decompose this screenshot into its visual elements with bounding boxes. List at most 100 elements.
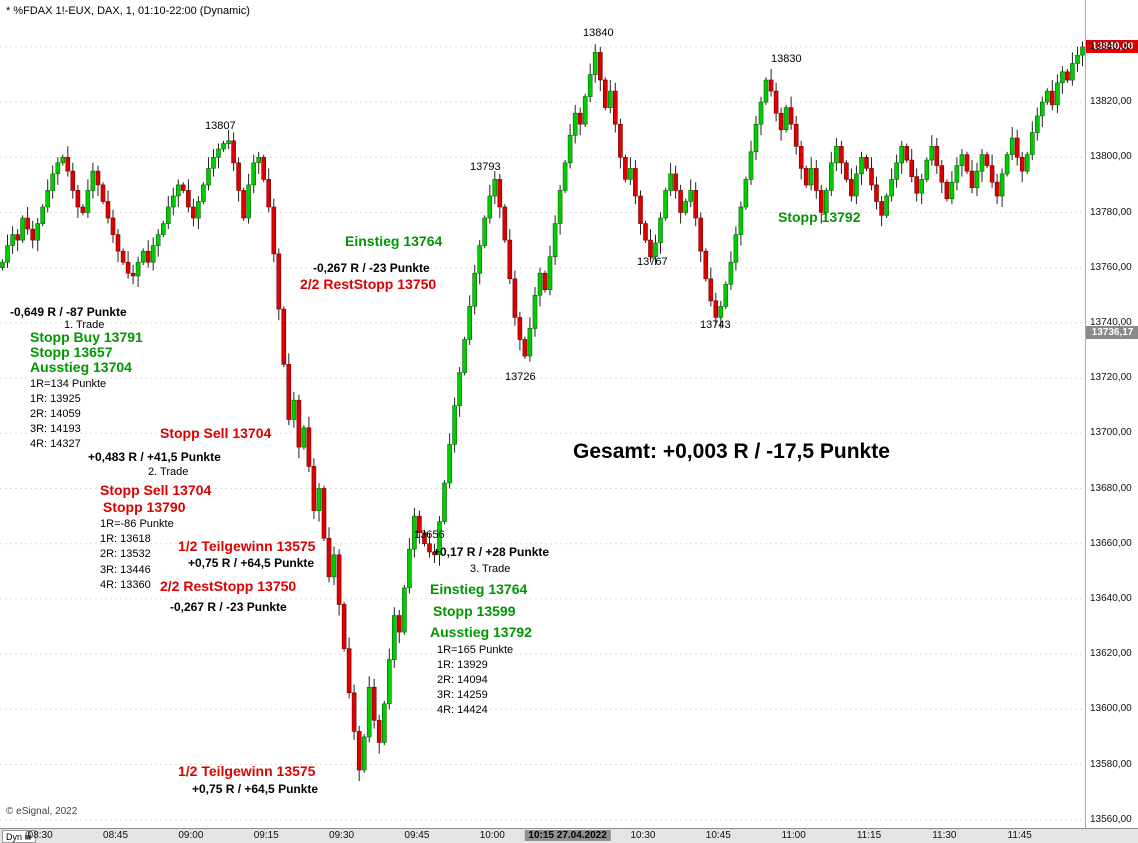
candlestick-chart[interactable] bbox=[0, 0, 1085, 828]
candle bbox=[125, 261, 131, 274]
time-axis-tick: 10:45 bbox=[705, 830, 731, 841]
candle bbox=[412, 515, 417, 550]
chart-title: * %FDAX 1!-EUX, DAX, 1, 01:10-22:00 (Dyn… bbox=[6, 5, 250, 17]
candle bbox=[487, 195, 493, 219]
candle bbox=[110, 217, 116, 235]
candle bbox=[567, 134, 573, 164]
lock-icon bbox=[24, 831, 32, 842]
candle bbox=[95, 170, 101, 186]
candle bbox=[120, 250, 126, 263]
candle bbox=[678, 190, 683, 213]
candle bbox=[1004, 154, 1010, 175]
candle bbox=[783, 107, 789, 130]
candle bbox=[859, 157, 864, 175]
candle bbox=[748, 151, 754, 180]
candle bbox=[5, 245, 10, 263]
time-axis[interactable]: Dyn 08:30 08:45 09:00 09:15 09:30 09:45 10:00 1… bbox=[0, 828, 1138, 843]
price-axis-label: 13580,00 bbox=[1090, 758, 1132, 770]
candle bbox=[452, 405, 457, 445]
candle bbox=[492, 179, 498, 197]
candle bbox=[211, 157, 216, 169]
candle bbox=[256, 157, 262, 164]
candle bbox=[236, 162, 241, 191]
candle bbox=[612, 90, 618, 125]
candle bbox=[65, 157, 71, 172]
candle bbox=[427, 543, 432, 553]
candle bbox=[768, 79, 774, 92]
time-axis-tick: 10:00 bbox=[479, 830, 505, 841]
candle bbox=[442, 482, 447, 522]
candle bbox=[10, 234, 15, 246]
candle bbox=[462, 339, 467, 373]
candle bbox=[251, 162, 256, 186]
time-axis-tick: 09:15 bbox=[253, 830, 279, 841]
candle bbox=[844, 162, 849, 180]
candle bbox=[618, 123, 623, 158]
candle bbox=[1009, 137, 1015, 155]
price-axis-label: 13720,00 bbox=[1090, 372, 1132, 384]
candle bbox=[80, 206, 86, 213]
price-axis-label: 13600,00 bbox=[1090, 703, 1132, 715]
candle bbox=[145, 250, 151, 263]
candle bbox=[105, 201, 111, 219]
candle bbox=[633, 168, 638, 197]
candle bbox=[206, 168, 211, 186]
candle bbox=[974, 170, 980, 189]
candle bbox=[512, 278, 518, 318]
candle bbox=[301, 427, 307, 448]
candle bbox=[663, 190, 668, 219]
candle bbox=[432, 551, 437, 556]
candle bbox=[55, 162, 61, 175]
candle bbox=[291, 399, 297, 420]
candle bbox=[547, 256, 553, 291]
candle bbox=[1040, 101, 1045, 117]
candle bbox=[864, 157, 869, 169]
price-axis-label: 13660,00 bbox=[1090, 537, 1132, 549]
time-axis-tick: 11:30 bbox=[932, 830, 957, 841]
candle bbox=[161, 223, 166, 235]
candle bbox=[607, 90, 613, 108]
candle bbox=[758, 101, 764, 125]
time-axis-tick: 08:30 bbox=[27, 830, 53, 841]
candle bbox=[1024, 154, 1030, 172]
value-badge: 13736,17 bbox=[1086, 326, 1138, 340]
candle bbox=[1045, 90, 1050, 103]
candle bbox=[602, 79, 608, 108]
candle bbox=[849, 179, 854, 197]
price-axis-label: 13740,00 bbox=[1090, 316, 1132, 328]
candle bbox=[1070, 63, 1075, 81]
time-axis-tick: 09:00 bbox=[178, 830, 204, 841]
candle bbox=[723, 283, 729, 307]
candle bbox=[196, 201, 201, 219]
candle bbox=[929, 146, 935, 161]
candle bbox=[738, 206, 744, 235]
candle bbox=[572, 112, 578, 136]
candle bbox=[587, 74, 593, 97]
candle bbox=[216, 148, 221, 158]
candle bbox=[1065, 71, 1070, 81]
chart-plot-area[interactable]: -0,649 R / -87 Punkte 1. Trade Stopp Buy 1… bbox=[0, 0, 1085, 828]
candle bbox=[944, 181, 950, 200]
candle bbox=[176, 184, 181, 197]
time-axis-tick: 10:30 bbox=[630, 830, 656, 841]
candle bbox=[155, 234, 161, 246]
candle bbox=[361, 736, 367, 771]
candle bbox=[532, 294, 538, 329]
candles-layer bbox=[0, 41, 1085, 782]
candle bbox=[577, 112, 583, 125]
candle bbox=[597, 52, 603, 81]
candle bbox=[1030, 132, 1035, 155]
price-axis[interactable]: 13840,00 13736,17 13840,00 13820,00 13800,… bbox=[1085, 0, 1138, 828]
candle bbox=[562, 162, 568, 191]
candle bbox=[191, 206, 196, 219]
candle bbox=[376, 720, 382, 743]
candle bbox=[150, 245, 156, 263]
candle bbox=[984, 154, 990, 166]
candle bbox=[839, 146, 844, 164]
candle bbox=[1019, 157, 1025, 172]
candle bbox=[643, 223, 648, 241]
candle bbox=[884, 195, 889, 216]
candle bbox=[351, 692, 357, 732]
price-axis-label: 13680,00 bbox=[1090, 482, 1132, 494]
candle bbox=[628, 168, 633, 180]
